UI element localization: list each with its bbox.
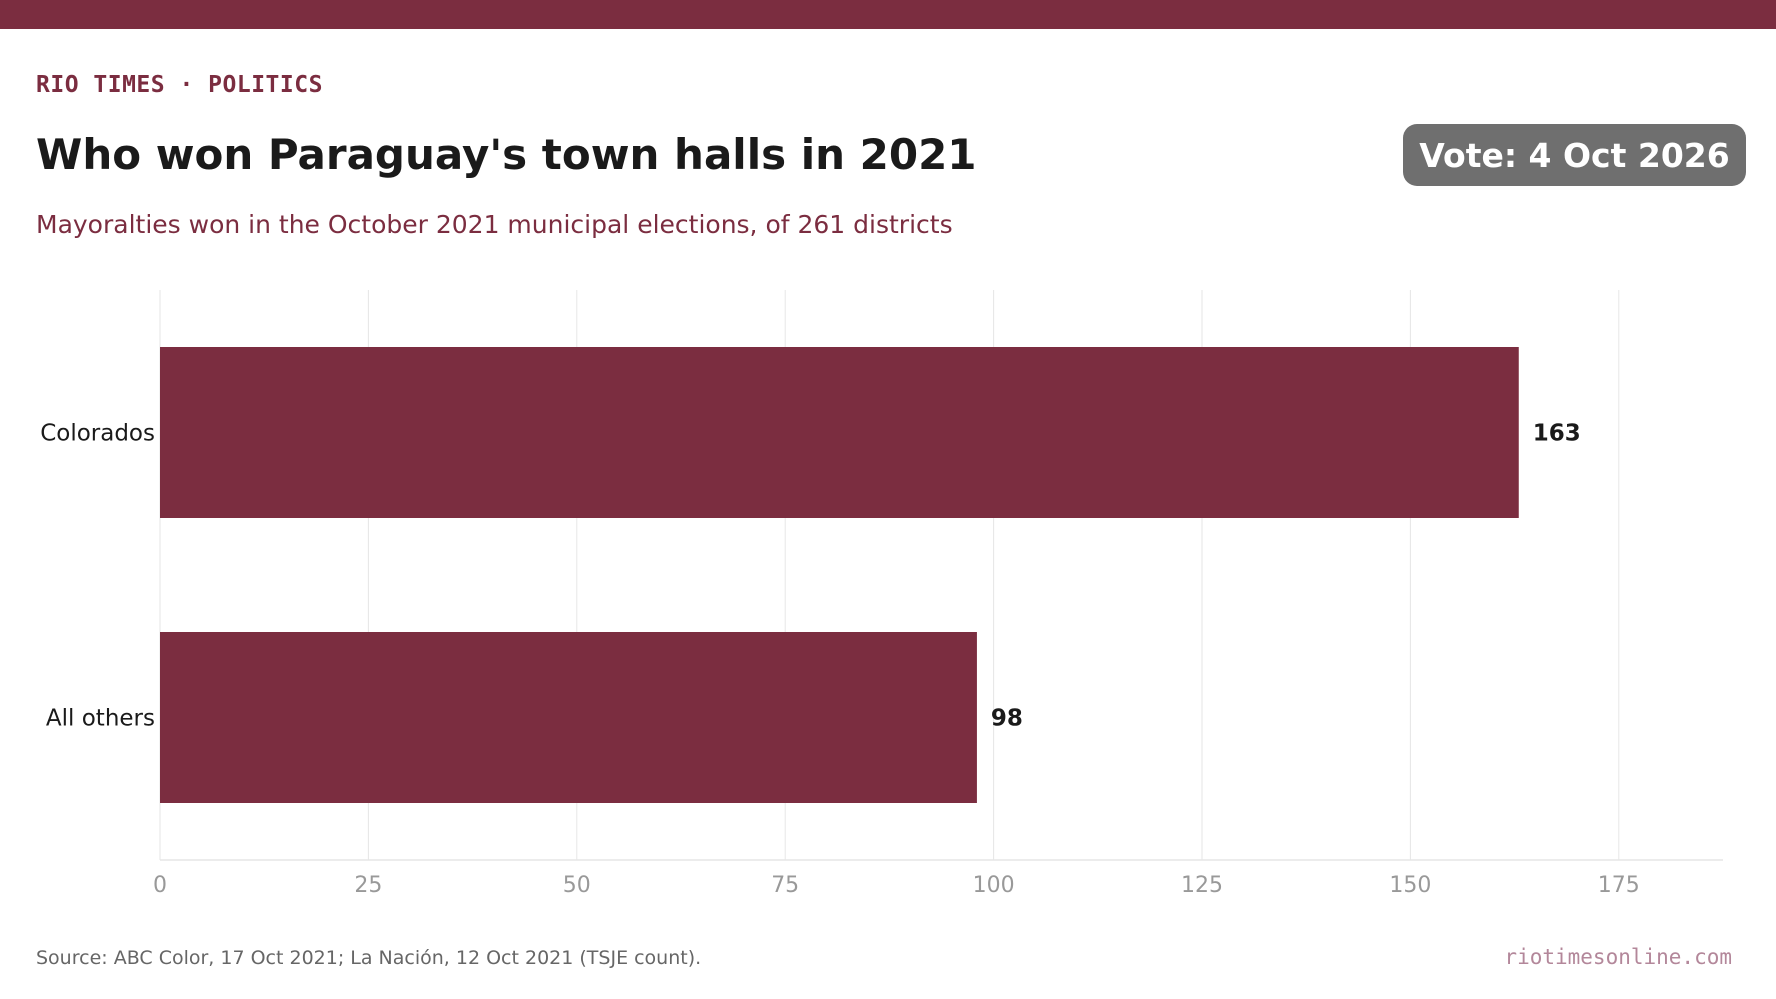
category-label: Colorados bbox=[40, 421, 155, 447]
site-credit[interactable]: riotimesonline.com bbox=[1504, 945, 1732, 969]
vote-date-badge: Vote: 4 Oct 2026 bbox=[1403, 124, 1746, 186]
kicker: RIO TIMES · POLITICS bbox=[36, 72, 323, 98]
bar-all-others bbox=[160, 632, 977, 803]
data-label: 98 bbox=[991, 706, 1023, 732]
top-accent-bar bbox=[0, 0, 1776, 29]
bars: Colorados 163 All others 98 bbox=[40, 347, 1581, 803]
x-axis: 0 25 50 75 100 125 150 175 bbox=[153, 859, 1723, 898]
data-label: 163 bbox=[1533, 421, 1581, 447]
x-tick-label: 175 bbox=[1598, 873, 1640, 898]
page-title: Who won Paraguay's town halls in 2021 bbox=[36, 130, 977, 179]
category-label: All others bbox=[46, 706, 155, 732]
x-tick-label: 25 bbox=[354, 873, 382, 898]
x-tick-label: 150 bbox=[1389, 873, 1431, 898]
bar-colorados bbox=[160, 347, 1519, 518]
x-tick-label: 100 bbox=[973, 873, 1015, 898]
x-tick-label: 0 bbox=[153, 873, 167, 898]
x-tick-label: 125 bbox=[1181, 873, 1223, 898]
source-note: Source: ABC Color, 17 Oct 2021; La Nació… bbox=[36, 947, 702, 969]
x-tick-label: 50 bbox=[563, 873, 591, 898]
x-tick-label: 75 bbox=[771, 873, 799, 898]
page-subtitle: Mayoralties won in the October 2021 muni… bbox=[36, 210, 953, 239]
